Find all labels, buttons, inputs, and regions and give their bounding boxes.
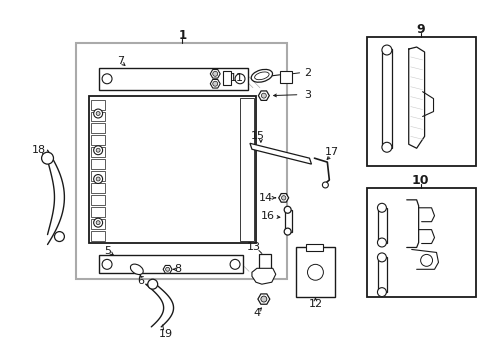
Circle shape	[260, 296, 266, 302]
Circle shape	[377, 253, 386, 262]
Text: 13: 13	[246, 243, 261, 252]
Bar	[91, 195, 105, 205]
Circle shape	[102, 260, 112, 269]
Circle shape	[261, 93, 266, 98]
Text: 15: 15	[250, 131, 264, 141]
Bar	[305, 243, 323, 251]
Circle shape	[96, 148, 100, 152]
Text: 2: 2	[304, 68, 310, 78]
Polygon shape	[251, 268, 275, 284]
Circle shape	[284, 228, 290, 235]
Circle shape	[284, 206, 290, 213]
Bar	[91, 147, 105, 157]
Polygon shape	[257, 294, 269, 304]
Circle shape	[94, 218, 102, 227]
Bar	[366, 37, 475, 166]
Circle shape	[96, 112, 100, 116]
Bar	[99, 255, 243, 273]
Bar	[91, 219, 105, 229]
Text: 9: 9	[415, 23, 424, 36]
Circle shape	[420, 255, 432, 266]
Polygon shape	[249, 143, 311, 164]
Circle shape	[235, 74, 244, 84]
Circle shape	[230, 260, 240, 269]
Bar	[91, 159, 105, 169]
Bar	[295, 247, 335, 297]
Circle shape	[94, 146, 102, 155]
Text: 11: 11	[229, 73, 244, 83]
Circle shape	[212, 71, 217, 76]
Circle shape	[102, 74, 112, 84]
Text: 19: 19	[158, 329, 172, 339]
Bar	[91, 183, 105, 193]
Circle shape	[377, 238, 386, 247]
Bar	[91, 112, 105, 121]
Circle shape	[322, 182, 327, 188]
Circle shape	[377, 203, 386, 212]
Bar	[223, 71, 231, 85]
Text: 8: 8	[174, 264, 181, 274]
Ellipse shape	[251, 69, 272, 82]
Text: 14: 14	[258, 193, 272, 203]
Polygon shape	[210, 80, 220, 88]
Circle shape	[94, 109, 102, 118]
Polygon shape	[210, 69, 220, 78]
Ellipse shape	[254, 72, 268, 80]
Text: 4: 4	[253, 308, 260, 318]
Bar	[377, 257, 386, 292]
Circle shape	[281, 196, 285, 200]
Text: 17: 17	[325, 147, 339, 157]
Bar	[240, 98, 253, 240]
Circle shape	[147, 279, 157, 289]
Circle shape	[377, 288, 386, 297]
Bar	[99, 68, 247, 90]
Circle shape	[94, 175, 102, 184]
Circle shape	[41, 152, 53, 164]
Text: 5: 5	[104, 247, 111, 256]
Text: 16: 16	[260, 211, 274, 221]
Polygon shape	[163, 265, 172, 273]
Circle shape	[54, 231, 64, 242]
Circle shape	[307, 264, 323, 280]
Text: 7: 7	[117, 56, 124, 66]
Text: 6: 6	[137, 276, 144, 286]
Bar	[279, 71, 291, 83]
Polygon shape	[278, 194, 288, 202]
Polygon shape	[258, 91, 269, 100]
Bar	[381, 49, 391, 148]
Bar	[258, 255, 270, 274]
Bar	[91, 123, 105, 133]
Bar	[91, 207, 105, 217]
Circle shape	[165, 267, 169, 271]
Bar	[91, 171, 105, 181]
Text: 3: 3	[304, 90, 310, 100]
Text: 18: 18	[31, 145, 45, 155]
Bar	[76, 43, 286, 279]
Bar	[91, 135, 105, 145]
Text: 12: 12	[308, 299, 322, 309]
Bar	[91, 231, 105, 240]
Circle shape	[381, 45, 391, 55]
Circle shape	[212, 81, 217, 86]
Bar	[377, 208, 386, 243]
Ellipse shape	[130, 264, 143, 275]
Text: 1: 1	[178, 29, 186, 42]
Bar	[89, 96, 255, 243]
Bar	[366, 188, 475, 297]
Bar	[91, 100, 105, 109]
Bar	[284, 210, 291, 231]
Text: 10: 10	[411, 174, 428, 186]
Circle shape	[96, 177, 100, 181]
Circle shape	[381, 142, 391, 152]
Circle shape	[96, 221, 100, 225]
